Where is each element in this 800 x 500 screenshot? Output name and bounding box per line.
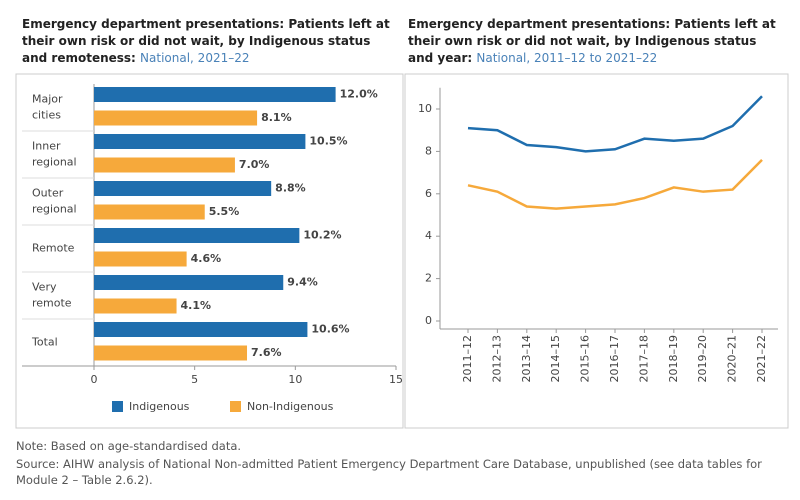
label-line: Outer	[32, 187, 64, 200]
line	[467, 159, 763, 210]
x-tick-label: 0	[91, 373, 98, 386]
x-tick-label: 5	[191, 373, 198, 386]
bar	[94, 87, 336, 102]
x-tick-label: 2012–13	[490, 335, 503, 383]
value-label: 4.6%	[191, 252, 222, 265]
x-tick-label: 2020–21	[726, 335, 739, 383]
left-frame	[15, 73, 404, 429]
category-label: Outer regional	[32, 187, 77, 216]
x-tick-label: 10	[288, 373, 302, 386]
legend-label: Non-Indigenous	[247, 400, 334, 413]
y-tick-label: 10	[418, 102, 432, 115]
left-title: Emergency department presentations: Pati…	[22, 16, 392, 67]
label-line: Very	[32, 281, 57, 294]
bar	[94, 228, 300, 243]
source: Source: AIHW analysis of National Non-ad…	[16, 457, 762, 487]
y-tick-label: 0	[425, 314, 432, 327]
bar	[94, 134, 306, 149]
label-line: regional	[32, 203, 77, 216]
right-frame	[404, 73, 789, 429]
category-label: Major cities	[32, 93, 63, 122]
subtitle: National, 2011–12 to 2021–22	[476, 51, 658, 65]
label-line: Inner	[32, 140, 61, 153]
value-label: 8.1%	[261, 111, 292, 124]
bar	[94, 322, 308, 337]
x-tick-label: 2014–15	[549, 335, 562, 383]
y-tick-label: 8	[425, 144, 432, 157]
bar	[94, 345, 248, 361]
x-tick-label: 2013–14	[520, 335, 533, 383]
bar	[94, 298, 177, 314]
bar	[94, 110, 258, 126]
legend-swatch	[230, 401, 241, 412]
category-label: Remote	[32, 242, 75, 255]
value-label: 10.2%	[303, 229, 341, 242]
value-label: 12.0%	[340, 88, 378, 101]
title: Emergency department presentations: Pati…	[408, 17, 776, 65]
subtitle: National, 2021–22	[140, 51, 250, 65]
label-line: remote	[32, 297, 72, 310]
x-tick-label: 2021–22	[755, 335, 768, 383]
y-tick-label: 6	[425, 187, 432, 200]
bar	[94, 181, 272, 196]
x-tick-label: 2015–16	[579, 335, 592, 383]
bar	[94, 157, 235, 173]
line	[467, 95, 763, 153]
value-label: 8.8%	[275, 182, 306, 195]
value-label: 5.5%	[209, 205, 240, 218]
legend-swatch	[112, 401, 123, 412]
bar	[94, 204, 205, 220]
right-title: Emergency department presentations: Pati…	[408, 16, 778, 67]
label-line: cities	[32, 109, 61, 122]
label-line: Major	[32, 93, 63, 106]
value-label: 7.6%	[251, 346, 282, 359]
x-tick-label: 2017–18	[637, 335, 650, 383]
x-tick-label: 2016–17	[608, 335, 621, 383]
category-label: Total	[31, 336, 58, 349]
note: Note: Based on age-standardised data.	[16, 439, 242, 453]
x-tick-label: 2019–20	[696, 335, 709, 383]
legend-label: Indigenous	[129, 400, 190, 413]
category-label: Very remote	[32, 281, 72, 310]
bar	[94, 251, 187, 267]
value-label: 4.1%	[181, 299, 212, 312]
x-tick-label: 2011–12	[461, 335, 474, 383]
value-label: 10.5%	[309, 135, 347, 148]
category-label: Inner regional	[32, 140, 77, 169]
label-line: regional	[32, 156, 77, 169]
x-tick-label: 2018–19	[667, 335, 680, 383]
y-tick-label: 2	[425, 272, 432, 285]
value-label: 7.0%	[239, 158, 270, 171]
x-tick-label: 15	[389, 373, 403, 386]
bar	[94, 275, 284, 290]
value-label: 9.4%	[287, 276, 318, 289]
title: Emergency department presentations: Pati…	[22, 17, 390, 65]
value-label: 10.6%	[311, 323, 349, 336]
y-tick-label: 4	[425, 229, 432, 242]
